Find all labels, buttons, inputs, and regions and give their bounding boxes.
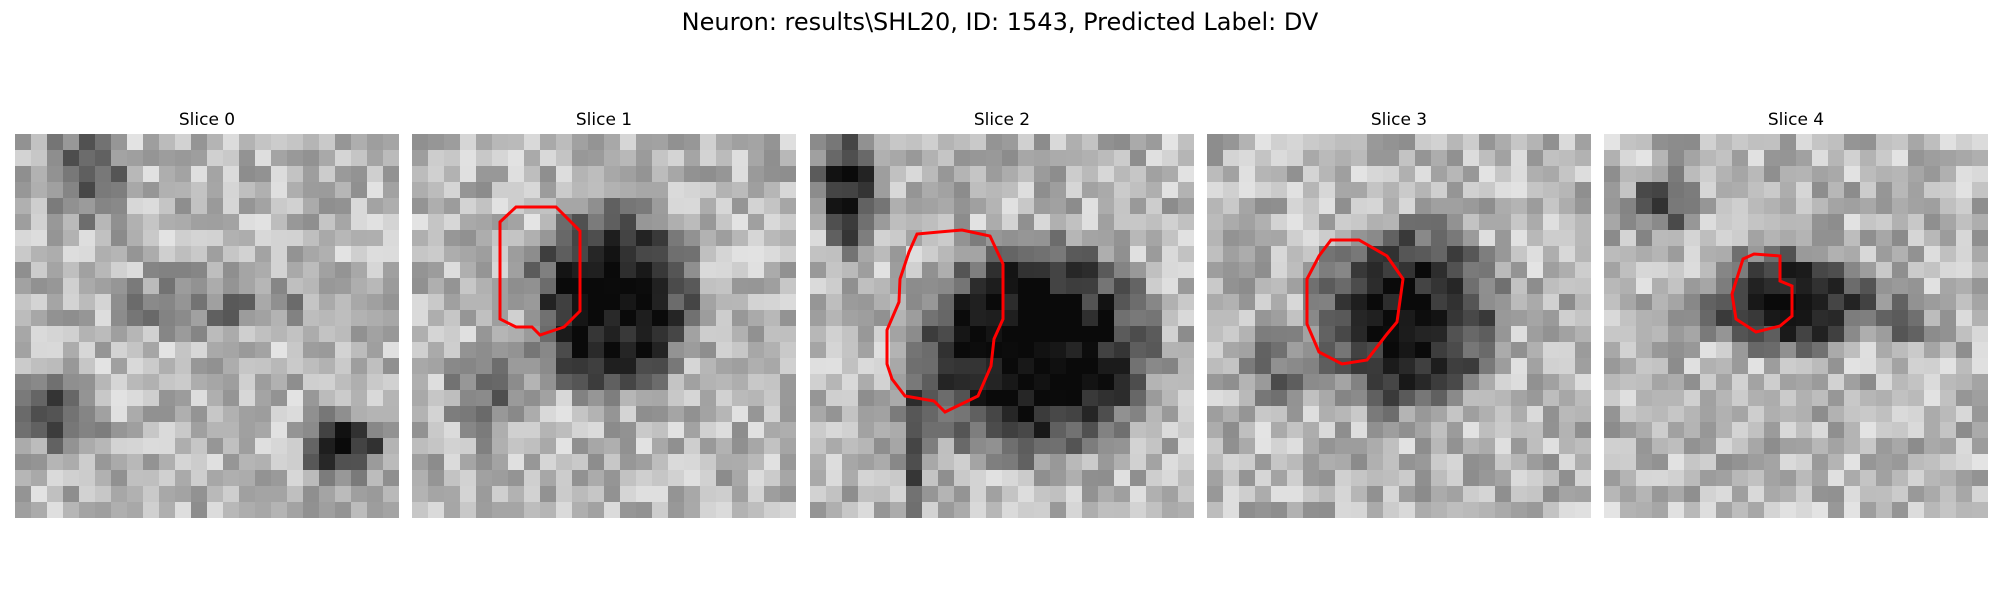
slice-panel-2: Slice 2 [810,108,1194,518]
figure-title: Neuron: results\SHL20, ID: 1543, Predict… [681,8,1319,36]
slice-image-4 [1604,134,1988,518]
slice-canvas-3 [1207,134,1591,518]
slice-title-4: Slice 4 [1767,110,1825,130]
slice-title-2: Slice 2 [973,110,1031,130]
neuron-contour [1730,252,1794,334]
pixel-texture [1604,134,1988,518]
slice-image-0 [15,134,399,518]
slice-title-0: Slice 0 [178,110,236,130]
slice-title-3: Slice 3 [1370,110,1428,130]
slice-image-2 [810,134,1194,518]
pixel-texture [412,134,796,518]
slice-canvas-0 [15,134,399,518]
neuron-contour [1305,238,1405,366]
pixel-texture [15,134,399,518]
slice-image-3 [1207,134,1591,518]
slice-title-1: Slice 1 [575,110,633,130]
slice-image-1 [412,134,796,518]
pixel-texture [810,134,1194,518]
slice-canvas-4 [1604,134,1988,518]
slice-panel-0: Slice 0 [15,108,399,518]
slice-canvas-2 [810,134,1194,518]
slice-panel-1: Slice 1 [412,108,796,518]
pixel-texture [1207,134,1591,518]
neuron-contour [498,205,582,337]
slice-panel-4: Slice 4 [1604,108,1988,518]
neuron-contour [885,228,1005,414]
slice-canvas-1 [412,134,796,518]
slice-panel-3: Slice 3 [1207,108,1591,518]
